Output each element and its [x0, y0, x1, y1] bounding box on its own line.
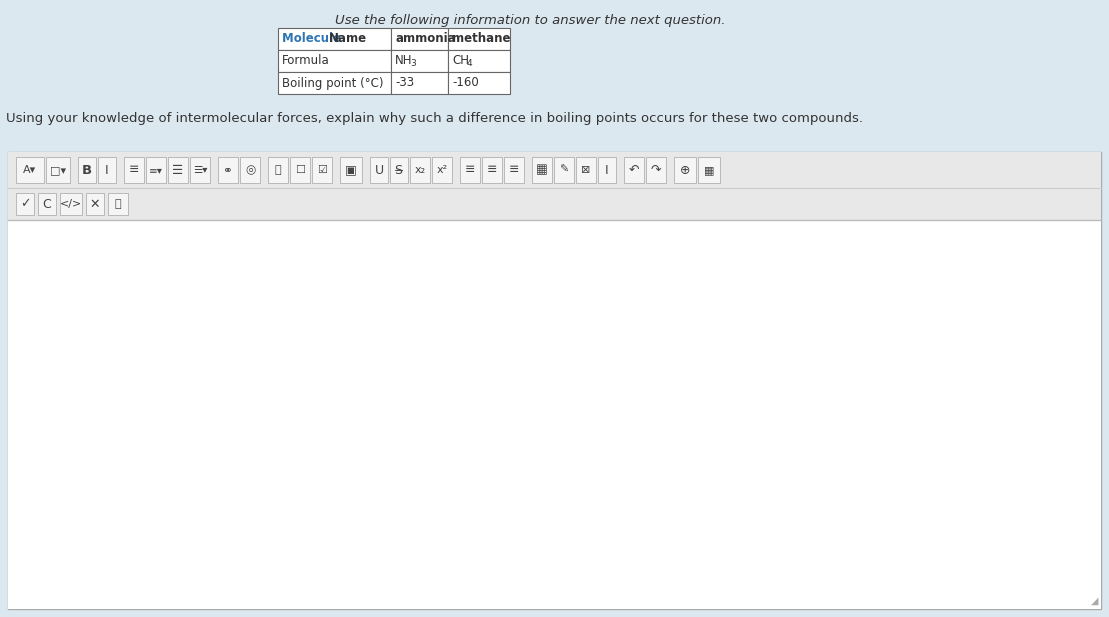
Bar [78, 157, 96, 183]
Text: Boiling point (°C): Boiling point (°C) [282, 77, 384, 89]
Bar [16, 193, 34, 215]
Bar [390, 157, 408, 183]
Bar [289, 157, 311, 183]
Bar [312, 157, 332, 183]
Bar [146, 157, 166, 183]
Bar [87, 193, 104, 215]
Bar [190, 157, 210, 183]
Bar [624, 157, 644, 183]
Bar [433, 157, 452, 183]
Text: I: I [105, 164, 109, 176]
Bar [370, 157, 388, 183]
Text: ☰▾: ☰▾ [193, 165, 207, 175]
Bar [167, 157, 189, 183]
Text: Formula: Formula [282, 54, 329, 67]
Text: ⎕: ⎕ [275, 165, 282, 175]
Bar [45, 157, 70, 183]
Text: C: C [42, 197, 51, 210]
Text: 3: 3 [410, 59, 416, 68]
Bar [448, 72, 510, 94]
Text: ✕: ✕ [90, 197, 100, 210]
Text: methane: methane [452, 33, 510, 46]
Bar [391, 50, 448, 72]
Bar [108, 193, 128, 215]
Text: -160: -160 [452, 77, 479, 89]
Bar [647, 157, 667, 183]
Bar [532, 157, 552, 183]
Text: ▦: ▦ [704, 165, 714, 175]
Bar [503, 157, 523, 183]
Bar [60, 193, 82, 215]
Text: ≡: ≡ [465, 164, 476, 176]
Bar [38, 193, 55, 215]
Bar [598, 157, 615, 183]
Text: ↶: ↶ [629, 164, 639, 176]
Text: Use the following information to answer the next question.: Use the following information to answer … [335, 14, 725, 27]
Bar [8, 152, 1101, 188]
Bar [8, 188, 1101, 220]
Text: ◢: ◢ [1090, 596, 1098, 606]
Text: ◎: ◎ [245, 164, 255, 176]
Bar [576, 157, 596, 183]
Bar [460, 157, 480, 183]
Text: □▾: □▾ [50, 165, 67, 175]
Text: ▦: ▦ [536, 164, 548, 176]
Bar [98, 157, 116, 183]
Text: ≡: ≡ [487, 164, 497, 176]
Text: ✎: ✎ [559, 165, 569, 175]
Bar [448, 28, 510, 50]
Bar [410, 157, 430, 183]
Bar [448, 50, 510, 72]
Text: ▣: ▣ [345, 164, 357, 176]
Bar [16, 157, 44, 183]
Text: ☑: ☑ [317, 165, 327, 175]
Bar [240, 157, 260, 183]
Text: ⊕: ⊕ [680, 164, 690, 176]
Bar [391, 72, 448, 94]
Text: <∕>: <∕> [60, 199, 82, 209]
Text: B: B [82, 164, 92, 176]
Bar [554, 157, 574, 183]
Bar [8, 152, 1101, 609]
Bar [391, 28, 448, 50]
Text: Molecule: Molecule [282, 33, 345, 46]
Bar [124, 157, 144, 183]
Bar [674, 157, 696, 183]
Bar [8, 220, 1101, 609]
Text: Name: Name [329, 33, 367, 46]
Text: 🔍: 🔍 [114, 199, 121, 209]
Text: ⚭: ⚭ [223, 164, 233, 176]
Text: ↷: ↷ [651, 164, 661, 176]
Text: ammonia: ammonia [395, 33, 456, 46]
Text: Using your knowledge of intermolecular forces, explain why such a difference in : Using your knowledge of intermolecular f… [6, 112, 863, 125]
Text: A▾: A▾ [23, 165, 37, 175]
Text: ✓: ✓ [20, 197, 30, 210]
Text: ≡: ≡ [129, 164, 140, 176]
Bar [218, 157, 238, 183]
Text: CH: CH [452, 54, 469, 67]
Text: x₂: x₂ [415, 165, 426, 175]
Text: ⊠: ⊠ [581, 165, 591, 175]
Bar [278, 28, 391, 50]
Text: -33: -33 [395, 77, 414, 89]
Bar [482, 157, 502, 183]
Text: ☰: ☰ [172, 164, 184, 176]
Bar [340, 157, 362, 183]
Text: ≡: ≡ [509, 164, 519, 176]
Text: I: I [606, 164, 609, 176]
Text: 4: 4 [467, 59, 472, 68]
Bar [278, 50, 391, 72]
Bar [278, 72, 391, 94]
Text: NH: NH [395, 54, 413, 67]
Bar [698, 157, 720, 183]
Text: S̶: S̶ [395, 164, 403, 176]
Text: x²: x² [437, 165, 448, 175]
Text: ☐: ☐ [295, 165, 305, 175]
Bar [268, 157, 288, 183]
Text: ≡▾: ≡▾ [149, 165, 163, 175]
Text: U: U [375, 164, 384, 176]
